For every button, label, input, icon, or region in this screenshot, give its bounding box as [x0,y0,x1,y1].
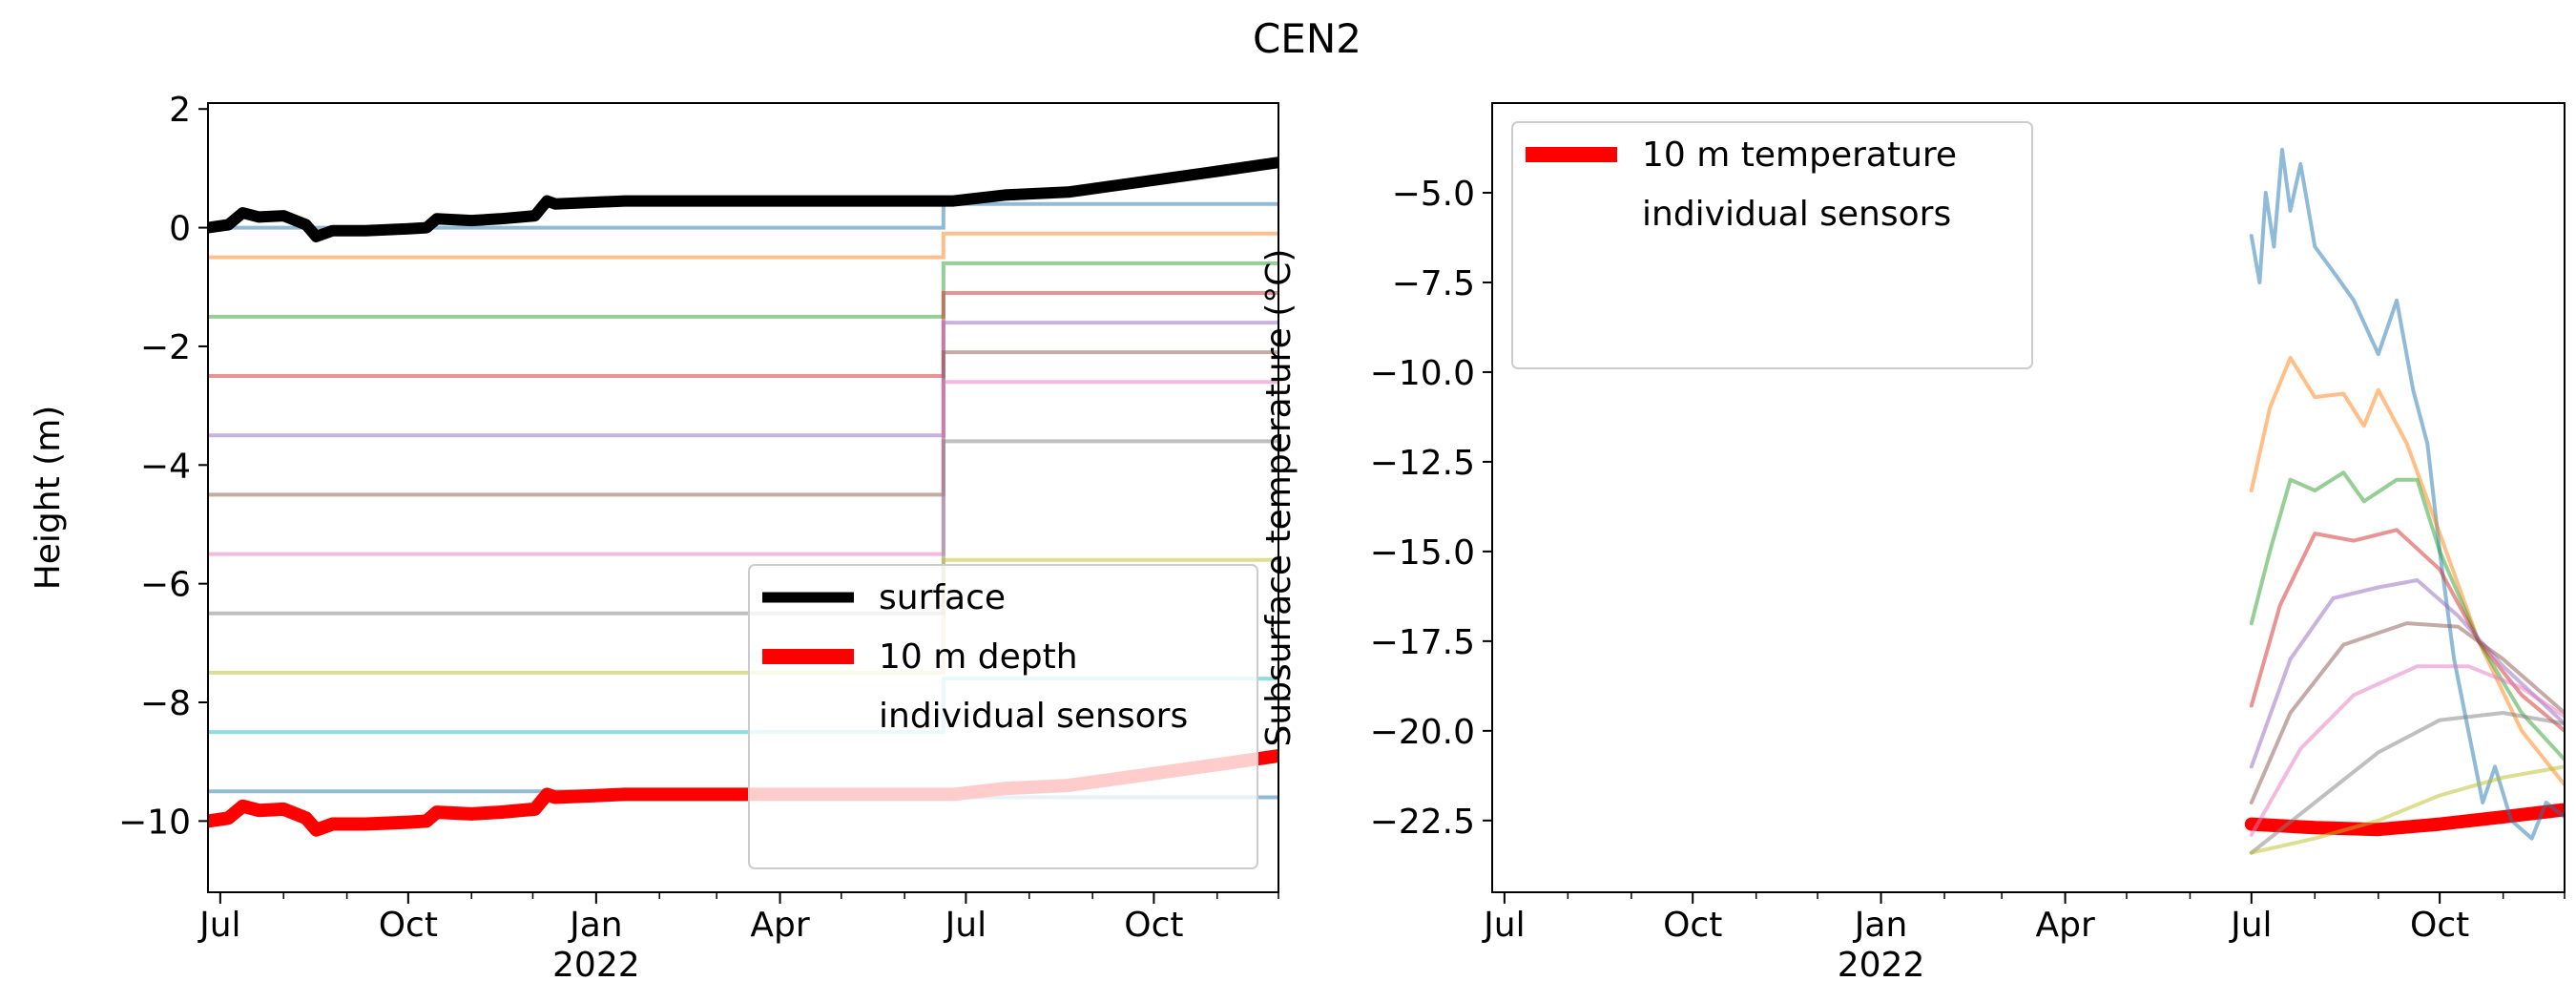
axes-frame [207,102,1279,893]
x-tick-label: Jul [197,906,240,945]
legend-label: surface [879,578,1006,617]
sensor-temperature-line-7 [2249,664,2565,837]
y-tick-label: −5.0 [1392,175,1475,214]
y-tick-label: −17.5 [1370,623,1475,662]
y-tick-label: 2 [169,91,191,130]
sensor-height-line-2 [208,231,1278,260]
sensor-temperature-line-6 [2249,621,2565,804]
y-tick-label: −12.5 [1370,444,1475,483]
y-tick-label: 0 [169,210,191,249]
figure-title: CEN2 [1253,15,1361,62]
y-tick-label: −2 [140,328,191,367]
axes-frame [1491,102,2566,893]
surface-line [208,157,1278,242]
plot-area [2244,147,2565,855]
sensor-height-line-5 [208,321,1278,438]
legend-box [1511,121,2033,369]
sensor-height-line-3 [208,261,1278,319]
sensor-height-line-6 [208,350,1278,497]
10-m-temperature-line [2244,803,2565,837]
legend-label: 10 m depth [879,637,1078,677]
legend-label: individual sensors [1642,195,1951,234]
sensor-temperature-line-4 [2249,528,2565,733]
y-axis-label: Subsurface temperature (°C) [1259,249,1298,747]
y-tick-label: −7.5 [1392,264,1475,303]
legend-label: 10 m temperature [1642,136,1957,175]
y-tick-label: −10 [118,803,191,842]
y-axis-label: Height (m) [29,406,68,591]
y-tick-label: −20.0 [1370,713,1475,752]
x-tick-label: Oct [379,906,438,945]
y-tick-label: −4 [140,447,191,486]
right-chart-panel: −5.0 −7.5 −10.0 −12.5 −15.0 −17.5 −20.0 −22.5 Ju… [1259,102,2566,985]
x-tick-label: Apr [2035,906,2094,945]
y-tick-label: −22.5 [1370,803,1475,842]
sensor-height-line-8 [208,439,1278,616]
x-tick-label: Apr [750,906,809,945]
sensor-temperature-line-8 [2249,711,2565,855]
legend-label: individual sensors [879,697,1188,736]
x-tick-label: Jul [2229,906,2272,945]
x-tick-label: Oct [2410,906,2469,945]
x-tick-label: Oct [1124,906,1183,945]
sensor-height-line-1 [208,201,1278,230]
y-tick-label: −10.0 [1370,354,1475,393]
y-tick-label: −15.0 [1370,533,1475,573]
x-tick-label: Jul [944,906,987,945]
x-tick-label: Jan [568,906,623,945]
sensor-height-line-4 [208,290,1278,379]
sensor-height-line-7 [208,380,1278,556]
sensor-temperature-line-9 [2249,764,2565,855]
legend-box [748,564,1258,869]
x-tick-year-label: 2022 [552,946,640,985]
sensor-temperature-line-5 [2249,578,2565,769]
x-tick-label: Oct [1663,906,1722,945]
y-tick-label: −6 [140,566,191,605]
sensor-temperature-line-1 [2249,147,2565,841]
x-tick-year-label: 2022 [1838,946,1925,985]
x-tick-label: Jan [1853,906,1908,945]
x-tick-label: Jul [1482,906,1525,945]
y-tick-label: −8 [140,684,191,723]
